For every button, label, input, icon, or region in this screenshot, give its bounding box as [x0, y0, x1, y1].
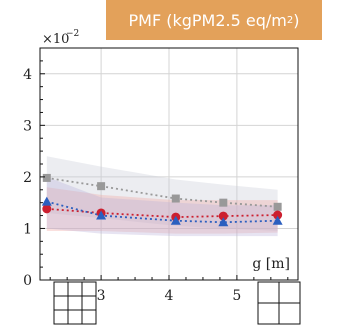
metric-ribbon: PMF (kgPM2.5 eq/m 2) [106, 0, 322, 40]
grid-icon-right [257, 281, 301, 325]
x-axis-label: g [m] [252, 256, 290, 272]
series-2-point-2 [170, 215, 181, 225]
x-tick-label-2: 5 [232, 288, 241, 304]
y-tick-label-1: 1 [23, 221, 32, 237]
y-tick-label-4: 4 [23, 67, 32, 83]
series-2-point-4 [272, 215, 283, 225]
grid-icon-left [53, 281, 97, 325]
grid-icon-left-frame [53, 281, 97, 325]
series-2-point-1 [96, 210, 107, 220]
series-0-point-1 [97, 182, 106, 191]
series-0-point-3 [219, 198, 228, 207]
series-0-point-0 [42, 173, 51, 182]
series-1-point-4 [273, 210, 283, 220]
series-1-point-3 [218, 211, 228, 221]
series-2-point-0 [41, 196, 52, 206]
y-tick-label-0: 0 [23, 273, 32, 289]
y-tick-label-2: 2 [23, 170, 32, 186]
x-tick-label-0: 3 [97, 288, 106, 304]
series-1-point-0 [42, 204, 52, 214]
series-1-line [46, 207, 278, 219]
y-tick-label-3: 3 [23, 118, 32, 134]
series-0-point-2 [171, 194, 180, 203]
metric-title-suffix: ) [293, 10, 300, 30]
y-multiplier-exponent: −2 [66, 29, 79, 39]
series-0-point-4 [273, 202, 282, 211]
metric-title-sup: 2 [286, 14, 294, 26]
y-multiplier: ×10 [42, 32, 69, 47]
metric-title-prefix: PMF (kgPM2.5 eq/m [128, 10, 287, 30]
x-tick-label-1: 4 [165, 288, 174, 304]
series-2-point-3 [218, 217, 229, 227]
